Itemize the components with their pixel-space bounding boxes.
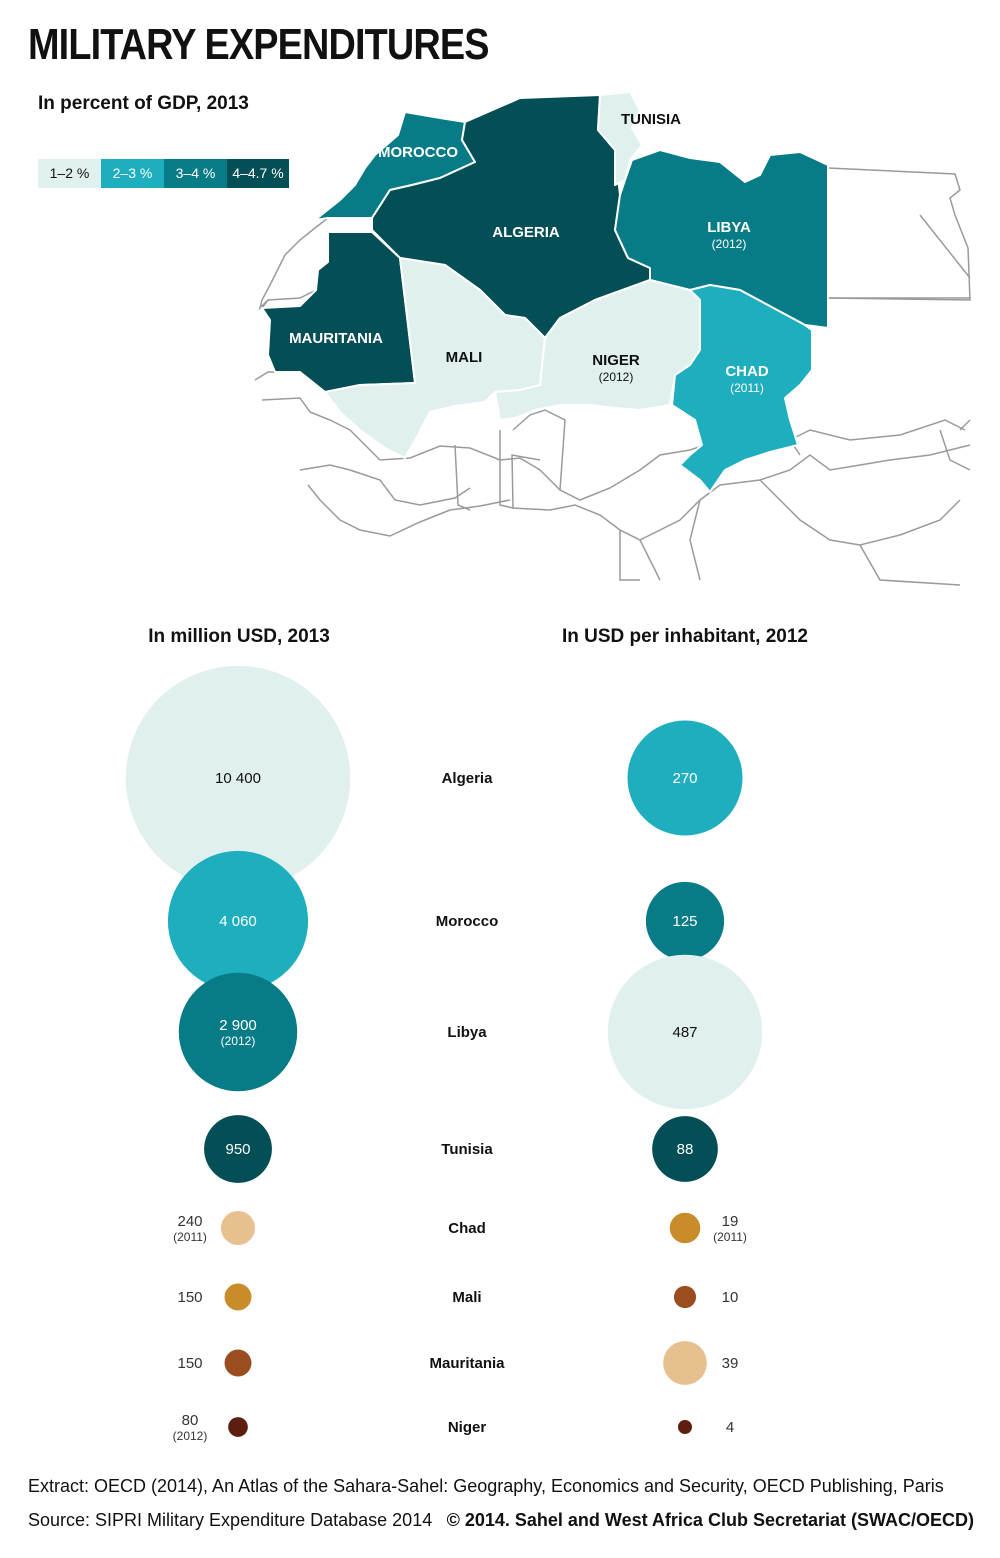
map-subtitle: In percent of GDP, 2013 bbox=[38, 93, 249, 114]
bubble-label-chad: 240 bbox=[177, 1213, 202, 1230]
country-name-mauritania: Mauritania bbox=[429, 1355, 505, 1372]
bubble-label-mauritania: 39 bbox=[722, 1355, 739, 1372]
legend-item-2-3: 2–3 % bbox=[101, 159, 164, 188]
bubble-label-tunisia: 950 bbox=[225, 1141, 250, 1158]
bubble-label-mali: 10 bbox=[722, 1289, 739, 1306]
bubble-chad bbox=[220, 1210, 256, 1246]
map-region-mauritania[interactable] bbox=[261, 231, 416, 393]
map-background-borders bbox=[254, 167, 971, 586]
chart-title-million-usd: In million USD, 2013 bbox=[148, 626, 330, 647]
bubble-label-chad: 19 bbox=[722, 1213, 739, 1230]
legend-item-3-4: 3–4 % bbox=[164, 159, 227, 188]
map-label-algeria: ALGERIA bbox=[492, 224, 560, 241]
bubble-label-libya: 2 900 bbox=[219, 1017, 257, 1034]
map-label-morocco: MOROCCO bbox=[378, 144, 458, 161]
country-name-mali: Mali bbox=[452, 1289, 481, 1306]
bubble-tunisia bbox=[652, 1116, 718, 1182]
map-label-tunisia: TUNISIA bbox=[621, 111, 681, 128]
bubble-mali bbox=[224, 1283, 252, 1311]
map-note-libya: (2012) bbox=[712, 237, 747, 251]
bubble-label-mauritania: 150 bbox=[177, 1355, 202, 1372]
map-label-mali: MALI bbox=[446, 349, 483, 366]
africa-map: MOROCCOALGERIATUNISIALIBYA(2012)MAURITAN… bbox=[254, 91, 971, 586]
bubble-note-chad: (2011) bbox=[713, 1230, 747, 1244]
bubble-label-morocco: 125 bbox=[672, 913, 697, 930]
map-legend: 1–2 % 2–3 % 3–4 % 4–4.7 % bbox=[38, 159, 289, 188]
bubble-label-libya: 487 bbox=[672, 1024, 697, 1041]
bubble-label-algeria: 270 bbox=[672, 770, 697, 787]
footer-copyright: © 2014. Sahel and West Africa Club Secre… bbox=[446, 1510, 974, 1530]
country-name-tunisia: Tunisia bbox=[441, 1141, 493, 1158]
map-note-niger: (2012) bbox=[599, 370, 634, 384]
bubble-morocco bbox=[645, 881, 725, 961]
map-label-libya: LIBYA bbox=[707, 219, 751, 236]
bubble-algeria bbox=[125, 665, 351, 891]
bubble-label-niger: 80 bbox=[182, 1412, 199, 1429]
footer-source: Source: SIPRI Military Expenditure Datab… bbox=[28, 1510, 433, 1530]
map-region-niger[interactable] bbox=[494, 279, 701, 421]
bubble-libya bbox=[607, 954, 763, 1110]
page-title: MILITARY EXPENDITURES bbox=[28, 20, 489, 69]
bubble-libya bbox=[178, 972, 298, 1092]
bubble-series-usd-per-inhabitant: 270 125 487 88 19(2011) 10 39 4 bbox=[607, 720, 763, 1436]
bubble-algeria bbox=[627, 720, 743, 836]
country-name-niger: Niger bbox=[448, 1419, 487, 1436]
footer-extract: Extract: OECD (2014), An Atlas of the Sa… bbox=[28, 1476, 944, 1496]
bubble-niger bbox=[678, 1420, 692, 1434]
country-name-column: Algeria Morocco Libya Tunisia Chad Mali Maurit… bbox=[429, 770, 505, 1436]
map-label-mauritania: MAURITANIA bbox=[289, 330, 383, 347]
bubble-mauritania bbox=[663, 1341, 707, 1385]
map-region-chad[interactable] bbox=[671, 284, 813, 493]
bubble-label-mali: 150 bbox=[177, 1289, 202, 1306]
bubble-note-libya: (2012) bbox=[221, 1034, 256, 1048]
map-region-libya[interactable] bbox=[614, 149, 829, 329]
map-region-mali[interactable] bbox=[324, 257, 546, 459]
country-name-libya: Libya bbox=[447, 1024, 487, 1041]
map-label-chad: CHAD bbox=[725, 363, 768, 380]
bubble-label-tunisia: 88 bbox=[677, 1141, 694, 1158]
bubble-label-morocco: 4 060 bbox=[219, 913, 257, 930]
country-name-algeria: Algeria bbox=[442, 770, 494, 787]
bubble-chad bbox=[669, 1212, 701, 1244]
bubble-tunisia bbox=[204, 1115, 272, 1183]
legend-item-4-4.7: 4–4.7 % bbox=[227, 159, 289, 188]
chart-title-usd-per-inhabitant: In USD per inhabitant, 2012 bbox=[562, 626, 808, 647]
bubble-label-algeria: 10 400 bbox=[215, 770, 261, 787]
bubble-morocco bbox=[167, 850, 309, 992]
map-note-chad: (2011) bbox=[730, 381, 764, 395]
bubble-note-chad: (2011) bbox=[173, 1230, 207, 1244]
map-region-tunisia[interactable] bbox=[597, 91, 643, 186]
legend-item-1-2: 1–2 % bbox=[38, 159, 101, 188]
country-name-chad: Chad bbox=[448, 1220, 486, 1237]
bubble-mali bbox=[673, 1285, 697, 1309]
country-name-morocco: Morocco bbox=[436, 913, 499, 930]
bubble-note-niger: (2012) bbox=[173, 1429, 208, 1443]
bubble-niger bbox=[228, 1417, 248, 1437]
bubble-label-niger: 4 bbox=[726, 1419, 734, 1436]
map-label-niger: NIGER bbox=[592, 352, 640, 369]
bubble-mauritania bbox=[224, 1349, 252, 1377]
